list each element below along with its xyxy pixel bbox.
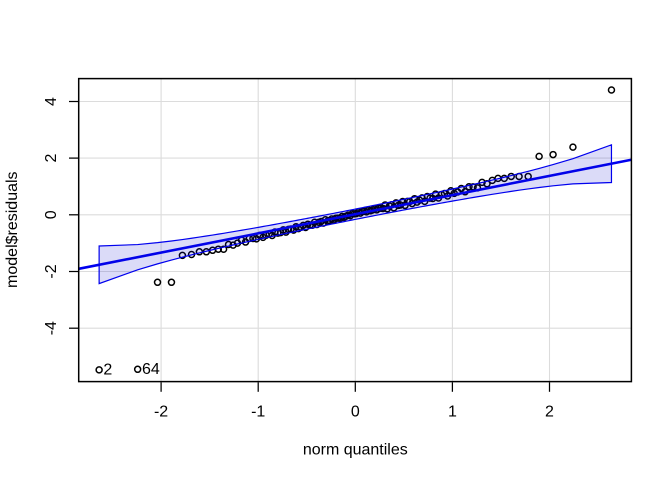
svg-text:-2: -2 <box>43 264 60 278</box>
svg-text:2: 2 <box>545 403 554 420</box>
svg-text:64: 64 <box>142 361 160 378</box>
svg-text:2: 2 <box>43 154 60 163</box>
svg-text:4: 4 <box>43 97 60 106</box>
svg-text:0: 0 <box>43 210 60 219</box>
svg-text:-4: -4 <box>43 321 60 335</box>
svg-text:model$residuals: model$residuals <box>4 171 21 288</box>
svg-text:1: 1 <box>448 403 457 420</box>
svg-text:-1: -1 <box>251 403 265 420</box>
svg-text:norm quantiles: norm quantiles <box>303 442 408 459</box>
svg-text:-2: -2 <box>154 403 168 420</box>
svg-text:2: 2 <box>103 362 112 379</box>
svg-text:0: 0 <box>351 403 360 420</box>
